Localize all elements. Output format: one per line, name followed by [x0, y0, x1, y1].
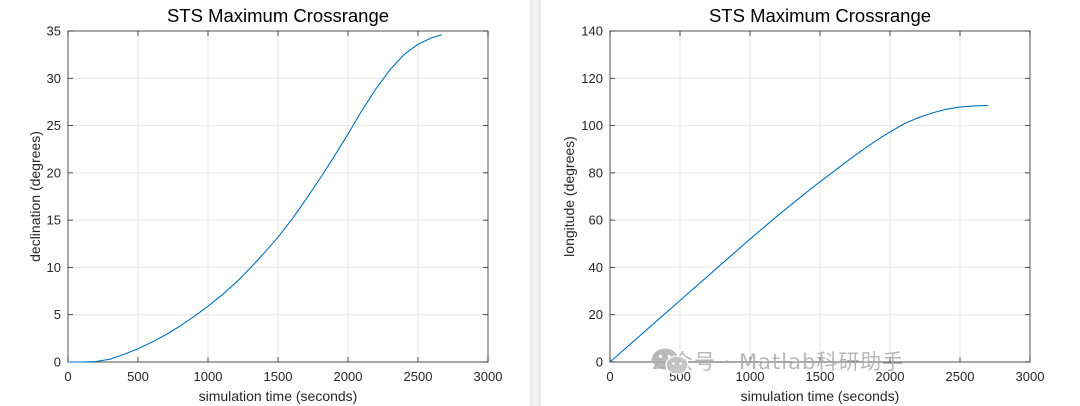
chart-right-y-tick-label: 140: [581, 24, 603, 39]
chart-left-x-tick-label: 2500: [404, 369, 433, 384]
chart-right-x-tick-label: 2000: [876, 369, 905, 384]
chart-left-x-tick-label: 2000: [334, 369, 363, 384]
longitude-chart: 0 500 1000 1500 2000 2500 30000204060801001201…: [561, 5, 1045, 404]
chart-left-series-line: [68, 34, 442, 363]
left-chart-panel: 0 500 1000 1500 2000 2500 3000 0 5 10 15 20 25 30 35 ST…: [0, 0, 530, 406]
chart-left-x-tick-label: 500: [127, 369, 149, 384]
chart-left-y-tick-label: 25: [47, 118, 61, 133]
chart-right-y-tick-label: 80: [589, 165, 603, 180]
chart-right-y-tick-label: 20: [589, 307, 603, 322]
chart-right-x-tick-label: 1500: [806, 369, 835, 384]
chart-right-xlabel: simulation time (seconds): [741, 388, 900, 404]
chart-right-ylabel: longitude (degrees): [561, 136, 577, 257]
chart-right-y-tick-label: 40: [589, 260, 603, 275]
chart-left-y-tick-label: 0: [54, 355, 61, 370]
chart-right-x-tick-label: 1000: [736, 369, 765, 384]
chart-left-x-tick-label: 0: [64, 369, 71, 384]
chart-right-y-tick-label: 100: [581, 118, 603, 133]
panel-divider: [530, 0, 541, 406]
chart-right-y-tick-label: 120: [581, 71, 603, 86]
chart-right-series-line: [609, 104, 989, 363]
wechat-icon: [652, 348, 689, 375]
chart-right-x-tick-label: 0: [606, 369, 613, 384]
chart-left-title: STS Maximum Crossrange: [167, 5, 389, 26]
chart-left-y-tick-label: 35: [47, 24, 61, 39]
declination-chart: 0 500 1000 1500 2000 2500 3000 0 5 10 15 20 25 30 35 ST…: [27, 5, 503, 404]
chart-left-x-tick-label: 1000: [194, 369, 223, 384]
chart-left-y-tick-label: 15: [47, 213, 61, 228]
chart-left-y-tick-label: 20: [47, 165, 61, 180]
chart-right-x-tick-label: 3000: [1016, 369, 1045, 384]
chart-right-y-tick-label: 0: [596, 355, 603, 370]
chart-right-x-tick-label: 2500: [946, 369, 975, 384]
chart-left-y-tick-label: 30: [47, 71, 61, 86]
chart-right-title: STS Maximum Crossrange: [709, 5, 931, 26]
chart-left-x-tick-label: 1500: [264, 369, 293, 384]
chart-right-y-tick-label: 60: [589, 213, 603, 228]
chart-left-ylabel: declination (degrees): [27, 131, 43, 262]
chart-left-y-tick-label: 5: [54, 307, 61, 322]
chart-left-x-tick-label: 3000: [474, 369, 503, 384]
watermark: 公众号 · Matlab科研助手: [650, 346, 904, 376]
right-chart-panel: 0 500 1000 1500 2000 2500 3000 0 20 40 60 80 100 120 1…: [541, 0, 1080, 406]
chart-left-xlabel: simulation time (seconds): [199, 388, 358, 404]
chart-left-y-tick-label: 10: [47, 260, 61, 275]
watermark-text: 公众号 · Matlab科研助手: [650, 350, 905, 374]
